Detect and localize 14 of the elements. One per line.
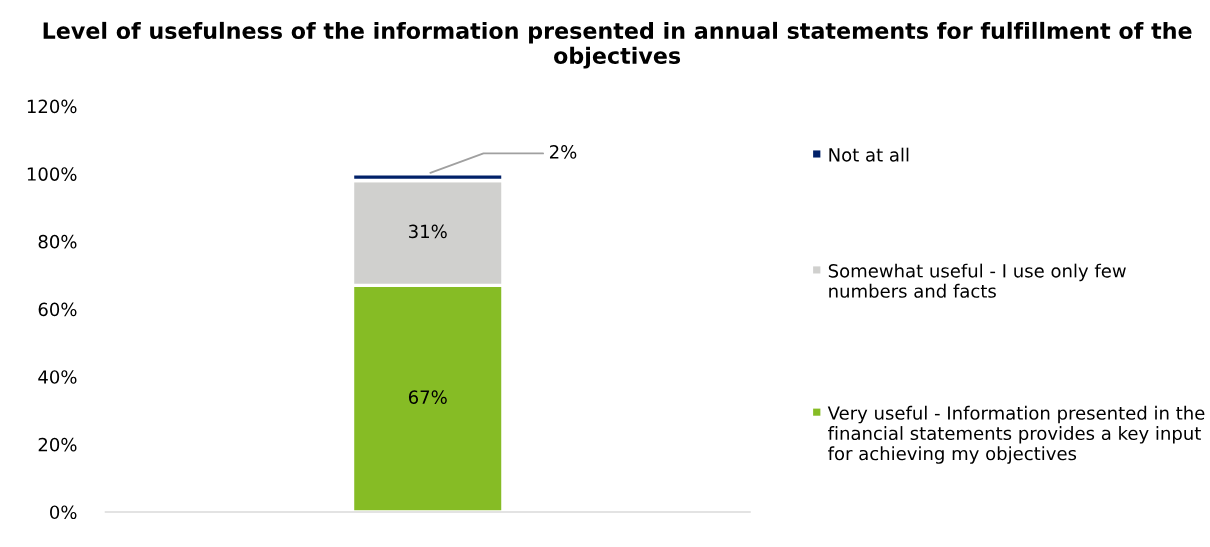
data-label: 67% — [408, 390, 447, 404]
y-tick-label: 0% — [50, 505, 77, 520]
y-tick-label: 120% — [27, 99, 77, 114]
y-tick-label: 20% — [38, 437, 77, 452]
legend-label: Very useful - Information presented in the financial statements provides a key input for achieving my objectives — [827, 405, 1205, 464]
y-tick-label: 40% — [38, 370, 77, 384]
legend-label: Not at all — [829, 147, 909, 162]
data-label: 31% — [409, 224, 447, 239]
data-label: 2% — [549, 145, 577, 159]
y-tick-label: 60% — [38, 302, 77, 317]
y-tick-label: 100% — [27, 167, 77, 181]
chart-title: Level of usefulness of the information presented in annual statements for fulfillment of the objectives — [43, 21, 1192, 69]
y-tick-label: 80% — [38, 234, 77, 249]
legend-label: Somewhat useful - I use only few numbers and facts — [828, 263, 1126, 298]
